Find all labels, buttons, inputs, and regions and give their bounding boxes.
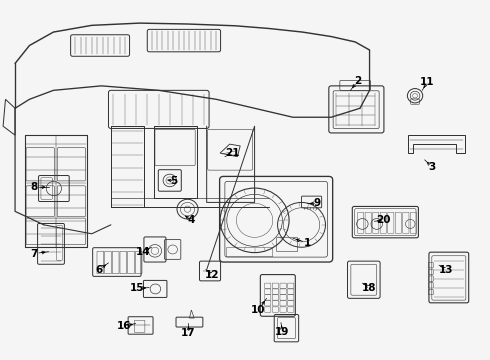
Text: 8: 8	[30, 182, 38, 192]
Text: 15: 15	[130, 283, 145, 293]
Text: 5: 5	[171, 176, 178, 186]
Text: 19: 19	[275, 327, 290, 337]
Text: 3: 3	[428, 162, 436, 172]
Text: 11: 11	[420, 77, 434, 87]
Text: 13: 13	[439, 265, 453, 275]
Text: 18: 18	[362, 283, 377, 293]
Text: 14: 14	[136, 247, 151, 257]
Text: 6: 6	[95, 265, 102, 275]
Text: 16: 16	[117, 321, 131, 331]
Text: 17: 17	[181, 328, 196, 338]
Text: 21: 21	[225, 148, 240, 158]
Text: 4: 4	[188, 215, 195, 225]
Text: 12: 12	[205, 270, 220, 280]
Text: 9: 9	[313, 198, 320, 208]
Text: 20: 20	[376, 215, 390, 225]
Text: 2: 2	[354, 76, 361, 86]
Text: 1: 1	[304, 238, 311, 248]
Text: 7: 7	[30, 248, 38, 258]
Text: 10: 10	[251, 305, 266, 315]
